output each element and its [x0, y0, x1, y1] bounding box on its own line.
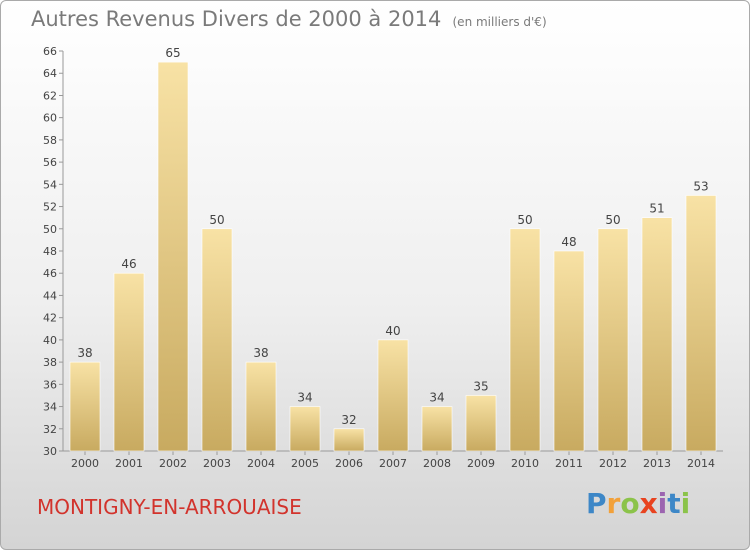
title-text: Autres Revenus Divers de 2000 à 2014: [31, 7, 442, 31]
data-label-2012: 50: [605, 213, 620, 227]
bar-2008: [421, 406, 453, 452]
x-tick-label: 2009: [467, 457, 495, 470]
data-label-2004: 38: [253, 346, 268, 360]
y-tick-label: 50: [43, 223, 57, 236]
y-tick-label: 38: [43, 356, 57, 369]
y-tick-label: 62: [43, 89, 57, 102]
y-axis: 30 32 34 36 38 40 42 44 46 48 50 52 54 56 58 60 62 64 66: [43, 45, 64, 458]
x-tick-label: 2002: [159, 457, 187, 470]
bar-2002: [157, 61, 189, 452]
x-tick-label: 2006: [335, 457, 363, 470]
subtitle-text: (en milliers d'€): [452, 15, 547, 29]
data-label-2013: 51: [649, 202, 664, 216]
data-label-2002: 65: [165, 46, 180, 60]
proxiti-logo: Proxiti: [586, 487, 690, 520]
y-tick-label: 66: [43, 45, 57, 58]
bar-2009: [465, 395, 497, 452]
y-tick-label: 42: [43, 312, 57, 325]
bar-2011: [553, 250, 585, 452]
x-tick-label: 2004: [247, 457, 275, 470]
data-label-2010: 50: [517, 213, 532, 227]
x-tick-label: 2005: [291, 457, 319, 470]
y-tick-label: 58: [43, 134, 57, 147]
bar-2005: [289, 406, 321, 452]
x-tick-label: 2011: [555, 457, 583, 470]
bar-2010: [509, 228, 541, 452]
data-labels: 38 46 65 50 38 34 32 40 34 35 50 48 50 51 53: [77, 46, 708, 427]
logo-letter: i: [680, 487, 691, 520]
logo-letter: r: [606, 487, 621, 520]
bar-2012: [597, 228, 629, 452]
logo-letter: t: [667, 487, 681, 520]
bars: [69, 61, 717, 452]
y-tick-label: 40: [43, 334, 57, 347]
y-tick-label: 34: [43, 401, 57, 414]
x-axis: 2000 2001 2002 2003 2004 2005 2006 2007 2008 2009…: [63, 450, 723, 470]
y-tick-label: 46: [43, 267, 57, 280]
y-tick-label: 60: [43, 112, 57, 125]
data-label-2000: 38: [77, 346, 92, 360]
data-label-2007: 40: [385, 324, 400, 338]
data-label-2006: 32: [341, 413, 356, 427]
y-tick-label: 32: [43, 423, 57, 436]
logo-letter: P: [586, 487, 607, 520]
bar-2007: [377, 339, 409, 452]
x-tick-label: 2012: [599, 457, 627, 470]
bar-2006: [333, 428, 365, 452]
x-tick-label: 2014: [687, 457, 715, 470]
x-tick-label: 2001: [115, 457, 143, 470]
y-tick-label: 30: [43, 445, 57, 458]
bar-2003: [201, 228, 233, 452]
y-tick-label: 48: [43, 245, 57, 258]
y-tick-label: 36: [43, 378, 57, 391]
x-tick-label: 2013: [643, 457, 671, 470]
data-label-2005: 34: [297, 391, 312, 405]
data-label-2003: 50: [209, 213, 224, 227]
x-tick-label: 2010: [511, 457, 539, 470]
y-tick-label: 54: [43, 178, 57, 191]
x-tick-label: 2007: [379, 457, 407, 470]
bar-2001: [113, 272, 145, 452]
bar-2013: [641, 217, 673, 452]
bar-2004: [245, 361, 277, 452]
x-tick-label: 2000: [71, 457, 99, 470]
y-tick-label: 64: [43, 67, 57, 80]
logo-letter: i: [657, 487, 668, 520]
x-tick-label: 2003: [203, 457, 231, 470]
data-label-2014: 53: [693, 179, 708, 193]
logo-letter: x: [639, 487, 658, 520]
chart-title: Autres Revenus Divers de 2000 à 2014 (en…: [31, 7, 547, 31]
bar-2014: [685, 195, 717, 452]
data-label-2001: 46: [121, 257, 136, 271]
y-tick-label: 56: [43, 156, 57, 169]
bar-2000: [69, 361, 101, 452]
x-tick-label: 2008: [423, 457, 451, 470]
data-label-2011: 48: [561, 235, 576, 249]
y-tick-label: 44: [43, 289, 57, 302]
data-label-2009: 35: [473, 379, 488, 393]
commune-name: MONTIGNY-EN-ARROUAISE: [37, 495, 302, 519]
logo-letter: o: [620, 487, 640, 520]
data-label-2008: 34: [429, 391, 444, 405]
y-tick-label: 52: [43, 201, 57, 214]
